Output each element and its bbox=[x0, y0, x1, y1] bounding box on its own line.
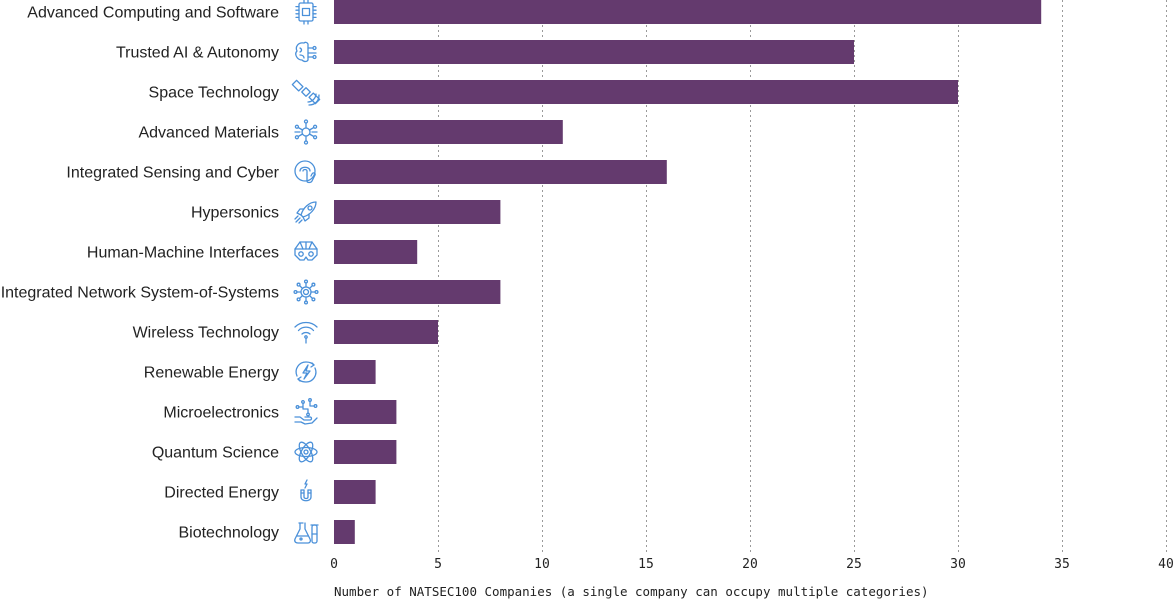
category-label: Space Technology bbox=[149, 85, 279, 102]
bar bbox=[334, 0, 1042, 24]
bar bbox=[334, 120, 563, 144]
category-label-layer: Advanced Computing and Software Trusted A… bbox=[1, 5, 280, 542]
x-tick-label: 5 bbox=[434, 557, 442, 572]
category-label: Biotechnology bbox=[178, 525, 279, 542]
satellite-icon bbox=[291, 79, 321, 106]
bar bbox=[334, 80, 958, 104]
bar bbox=[334, 200, 501, 224]
bar bbox=[334, 520, 355, 544]
bar-layer bbox=[334, 0, 1042, 544]
rocket-icon bbox=[294, 201, 317, 224]
category-label: Wireless Technology bbox=[133, 325, 279, 342]
icon-layer bbox=[291, 0, 321, 544]
molecule-icon bbox=[294, 119, 318, 145]
category-label: Hypersonics bbox=[191, 205, 279, 222]
category-label: Renewable Energy bbox=[144, 365, 279, 382]
bar bbox=[334, 40, 854, 64]
x-tick-label: 20 bbox=[742, 557, 758, 572]
category-label: Microelectronics bbox=[163, 405, 279, 422]
bar bbox=[334, 320, 438, 344]
bar bbox=[334, 440, 397, 464]
network-hub-icon bbox=[293, 279, 319, 305]
magnet-icon bbox=[300, 479, 312, 502]
brain-circuit-icon bbox=[295, 41, 317, 63]
energy-bolt-icon bbox=[295, 361, 317, 383]
wifi-icon bbox=[294, 321, 318, 344]
bar bbox=[334, 240, 418, 264]
category-label: Human-Machine Interfaces bbox=[87, 245, 279, 262]
vr-headset-icon bbox=[294, 241, 318, 261]
x-tick-label: 35 bbox=[1054, 557, 1070, 572]
hand-circuit-icon bbox=[294, 398, 318, 425]
x-axis-title: Number of NATSEC100 Companies (a single … bbox=[334, 584, 929, 599]
bar bbox=[334, 400, 397, 424]
lab-flask-icon bbox=[294, 522, 319, 544]
bar bbox=[334, 160, 667, 184]
category-label: Integrated Network System-of-Systems bbox=[1, 285, 279, 302]
category-label: Quantum Science bbox=[152, 445, 279, 462]
bar bbox=[334, 280, 501, 304]
x-tick-label: 25 bbox=[846, 557, 862, 572]
fingerprint-touch-icon bbox=[294, 160, 316, 184]
atom-icon bbox=[294, 441, 318, 463]
category-label: Advanced Materials bbox=[138, 125, 279, 142]
category-label: Trusted AI & Autonomy bbox=[116, 45, 279, 62]
x-tick-label: 0 bbox=[330, 557, 338, 572]
x-tick-label: 15 bbox=[638, 557, 654, 572]
x-tick-layer: 0 5 10 15 20 25 30 35 40 bbox=[330, 557, 1174, 572]
x-tick-label: 10 bbox=[534, 557, 550, 572]
category-label: Integrated Sensing and Cyber bbox=[66, 165, 279, 182]
category-label: Directed Energy bbox=[164, 485, 279, 502]
bar bbox=[334, 480, 376, 504]
bar bbox=[334, 360, 376, 384]
category-label: Advanced Computing and Software bbox=[27, 5, 279, 22]
chip-icon bbox=[295, 0, 317, 25]
x-tick-label: 40 bbox=[1158, 557, 1174, 572]
x-tick-label: 30 bbox=[950, 557, 966, 572]
